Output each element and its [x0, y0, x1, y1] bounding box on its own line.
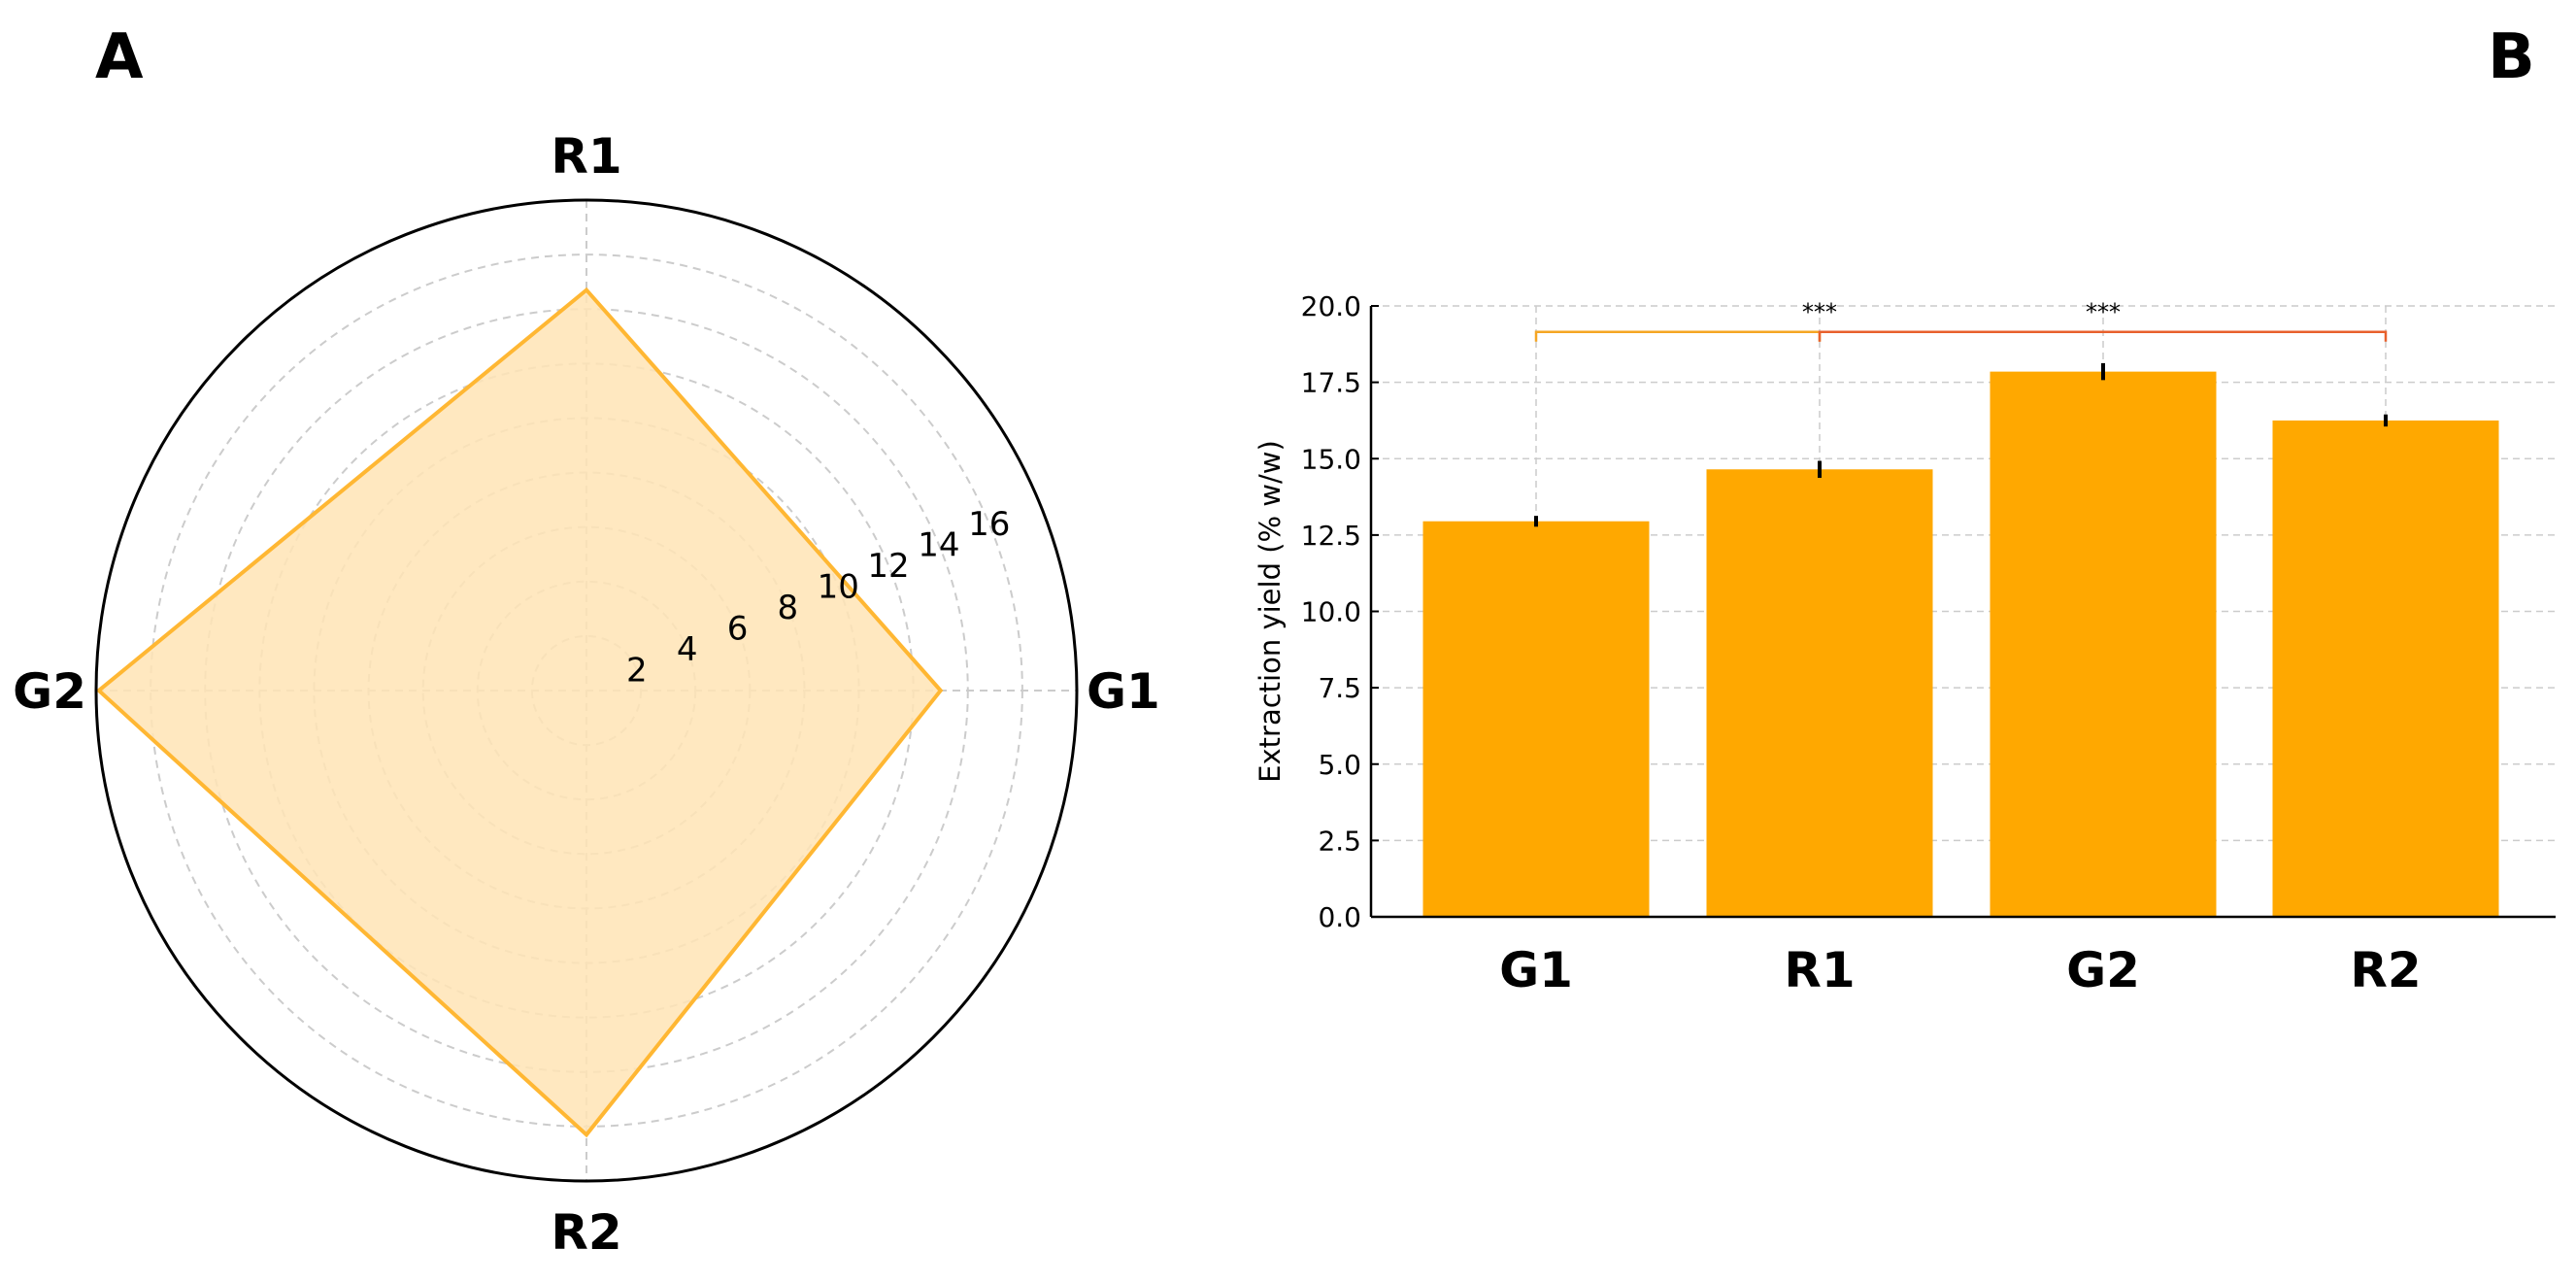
- bar-r1: [1706, 469, 1933, 917]
- radar-category-label: R2: [551, 1204, 621, 1261]
- y-tick-label: 5.0: [1318, 749, 1361, 781]
- y-tick-label: 10.0: [1301, 596, 1361, 628]
- radar-tick-label: 16: [968, 505, 1010, 544]
- significance-bracket: [1818, 330, 2388, 342]
- radar-category-label: G1: [1087, 663, 1160, 720]
- y-axis-title: Extraction yield (% w/w): [1254, 440, 1287, 783]
- radar-category-label: G2: [13, 663, 86, 720]
- y-tick-label: 2.5: [1318, 825, 1361, 857]
- bar-chart: 0.0 2.5 5.0 7.5 10.0 12.5 15.0 17.5 20.0 Extracti…: [1254, 290, 2556, 998]
- radar-tick-label: 14: [918, 526, 959, 565]
- x-category-label: R2: [2350, 942, 2421, 998]
- significance-bracket: [1534, 330, 1822, 342]
- bar-g1: [1422, 521, 1650, 917]
- significance-label: ***: [1802, 299, 1837, 326]
- y-tick-label: 7.5: [1318, 672, 1361, 704]
- y-tick-label: 0.0: [1318, 901, 1361, 933]
- radar-tick-label: 6: [727, 610, 749, 649]
- radar-area: [95, 287, 944, 1138]
- radar-tick-label: 2: [626, 652, 648, 691]
- y-tick-label: 20.0: [1301, 290, 1361, 322]
- bar-r2: [2272, 420, 2499, 917]
- panel-a-label: A: [95, 21, 144, 93]
- y-tick-label: 12.5: [1301, 520, 1361, 552]
- radar-category-label: R1: [551, 128, 621, 185]
- x-category-label: G2: [2066, 942, 2140, 998]
- radar-tick-label: 4: [677, 630, 698, 669]
- radar-tick-label: 12: [867, 547, 909, 586]
- radar-outer-circle: [94, 198, 1079, 1183]
- significance-label: ***: [2086, 299, 2121, 326]
- bar-g2: [1990, 371, 2217, 917]
- y-tick-label: 17.5: [1301, 367, 1361, 399]
- radar-tick-label: 10: [818, 568, 859, 607]
- y-tick-label: 15.0: [1301, 443, 1361, 475]
- radar-tick-label: 8: [778, 589, 799, 627]
- x-category-label: R1: [1784, 942, 1855, 998]
- panel-b-label: B: [2488, 21, 2535, 93]
- x-category-label: G1: [1499, 942, 1573, 998]
